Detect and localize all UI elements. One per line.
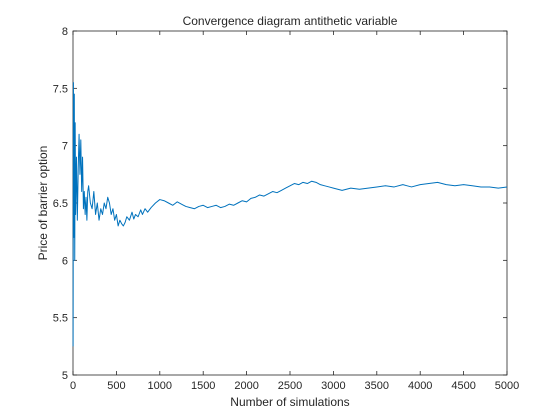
x-tick-label: 5000: [495, 380, 519, 392]
x-tick-label: 2500: [278, 380, 302, 392]
y-tick-label: 5.5: [53, 313, 68, 325]
plot-area: [72, 30, 508, 376]
y-tick-label: 6: [62, 255, 68, 267]
x-tick-label: 500: [107, 380, 125, 392]
x-tick-label: 0: [70, 380, 76, 392]
chart-title: Convergence diagram antithetic variable: [183, 14, 398, 28]
y-axis-label: Price of barrier option: [36, 146, 50, 261]
y-tick-label: 6.5: [53, 198, 68, 210]
y-axis-ticks: 5 5.5 6 6.5 7 7.5 8: [53, 26, 507, 382]
x-tick-label: 4000: [408, 380, 432, 392]
x-tick-label: 1500: [191, 380, 215, 392]
series-line-price: [72, 82, 508, 347]
x-tick-label: 1000: [148, 380, 172, 392]
y-tick-label: 7.5: [53, 83, 68, 95]
y-tick-label: 8: [62, 26, 68, 38]
x-tick-label: 3500: [365, 380, 389, 392]
x-axis-ticks: 0 500 1000 1500 2000 2500 3000 3500 4000 4500 5000: [70, 31, 519, 392]
x-tick-label: 4500: [451, 380, 475, 392]
x-axis-label: Number of simulations: [230, 395, 349, 409]
y-tick-label: 7: [62, 141, 68, 153]
y-tick-label: 5: [62, 370, 68, 382]
x-tick-label: 2000: [234, 380, 258, 392]
x-tick-label: 3000: [321, 380, 345, 392]
